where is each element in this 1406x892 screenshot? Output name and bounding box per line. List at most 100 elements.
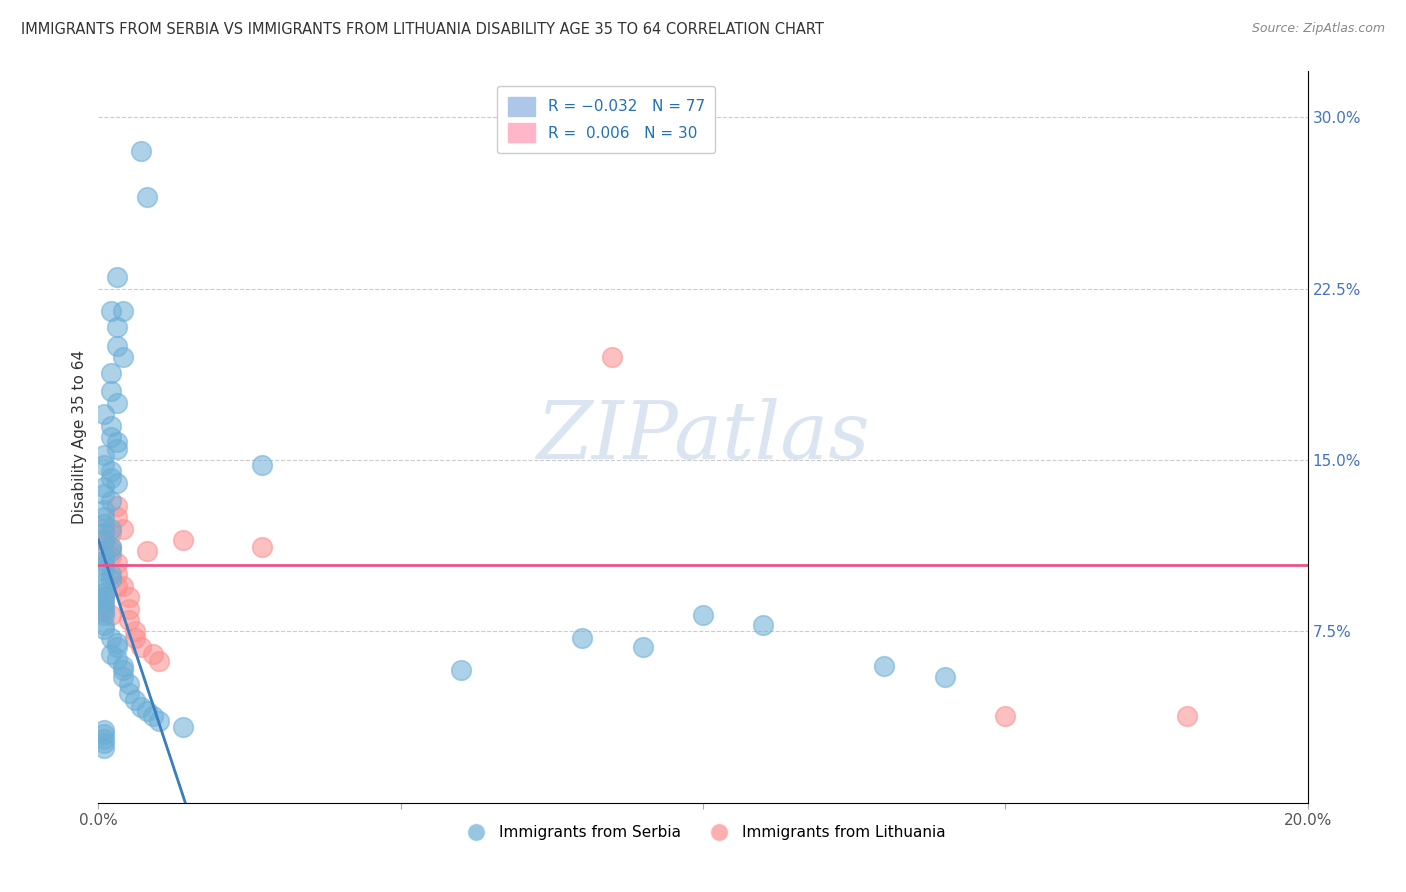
Point: [118, 601, 141, 615]
Point: [105, 556, 128, 570]
Point: [111, 521, 134, 535]
Point: [93, 604, 115, 618]
Text: Source: ZipAtlas.com: Source: ZipAtlas.com: [1251, 22, 1385, 36]
Point: [100, 572, 122, 586]
Point: [93, 503, 115, 517]
Point: [93, 581, 115, 595]
Point: [105, 442, 128, 456]
Point: [571, 632, 593, 646]
Point: [934, 670, 956, 684]
Point: [93, 521, 115, 535]
Point: [93, 533, 115, 547]
Text: IMMIGRANTS FROM SERBIA VS IMMIGRANTS FROM LITHUANIA DISABILITY AGE 35 TO 64 CORR: IMMIGRANTS FROM SERBIA VS IMMIGRANTS FRO…: [21, 22, 824, 37]
Point: [602, 350, 624, 364]
Point: [111, 658, 134, 673]
Point: [93, 526, 115, 541]
Point: [105, 396, 128, 410]
Point: [105, 320, 128, 334]
Point: [100, 304, 122, 318]
Point: [100, 384, 122, 399]
Point: [100, 549, 122, 563]
Point: [100, 608, 122, 623]
Point: [135, 544, 157, 558]
Point: [450, 663, 472, 677]
Point: [994, 709, 1017, 723]
Point: [148, 654, 170, 668]
Point: [105, 567, 128, 582]
Point: [105, 579, 128, 593]
Point: [105, 636, 128, 650]
Point: [148, 714, 170, 728]
Point: [93, 563, 115, 577]
Point: [93, 590, 115, 604]
Point: [111, 350, 134, 364]
Point: [100, 418, 122, 433]
Point: [93, 622, 115, 636]
Point: [105, 499, 128, 513]
Point: [100, 632, 122, 646]
Point: [111, 304, 134, 318]
Point: [93, 727, 115, 741]
Point: [250, 458, 273, 472]
Point: [1175, 709, 1198, 723]
Point: [135, 705, 157, 719]
Point: [118, 686, 141, 700]
Point: [93, 510, 115, 524]
Point: [118, 590, 141, 604]
Point: [100, 430, 122, 444]
Point: [93, 449, 115, 463]
Point: [100, 544, 122, 558]
Point: [100, 647, 122, 661]
Point: [752, 617, 775, 632]
Point: [105, 510, 128, 524]
Point: [142, 647, 165, 661]
Point: [129, 145, 152, 159]
Point: [93, 553, 115, 567]
Point: [93, 458, 115, 472]
Point: [105, 475, 128, 490]
Point: [172, 720, 194, 734]
Point: [93, 736, 115, 750]
Point: [93, 617, 115, 632]
Point: [93, 487, 115, 501]
Point: [692, 608, 714, 623]
Point: [118, 613, 141, 627]
Point: [105, 652, 128, 666]
Point: [93, 544, 115, 558]
Point: [100, 540, 122, 554]
Point: [93, 590, 115, 604]
Point: [118, 677, 141, 691]
Point: [142, 709, 165, 723]
Point: [631, 640, 654, 655]
Point: [124, 632, 146, 646]
Point: [100, 521, 122, 535]
Point: [93, 549, 115, 563]
Point: [873, 658, 896, 673]
Point: [100, 567, 122, 582]
Point: [100, 494, 122, 508]
Point: [93, 599, 115, 614]
Point: [250, 540, 273, 554]
Point: [124, 624, 146, 639]
Point: [111, 663, 134, 677]
Point: [124, 693, 146, 707]
Point: [105, 640, 128, 655]
Point: [93, 516, 115, 531]
Point: [100, 366, 122, 380]
Point: [93, 595, 115, 609]
Legend: Immigrants from Serbia, Immigrants from Lithuania: Immigrants from Serbia, Immigrants from …: [454, 819, 952, 847]
Point: [172, 533, 194, 547]
Point: [93, 576, 115, 591]
Point: [93, 558, 115, 573]
Point: [93, 480, 115, 494]
Point: [100, 471, 122, 485]
Point: [129, 640, 152, 655]
Point: [111, 579, 134, 593]
Point: [105, 338, 128, 352]
Point: [93, 407, 115, 421]
Point: [93, 601, 115, 615]
Point: [100, 526, 122, 541]
Point: [100, 464, 122, 478]
Text: ZIPatlas: ZIPatlas: [536, 399, 870, 475]
Point: [93, 585, 115, 599]
